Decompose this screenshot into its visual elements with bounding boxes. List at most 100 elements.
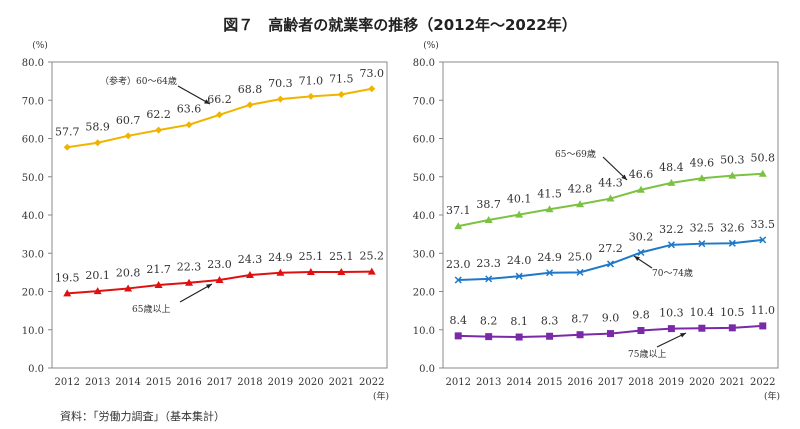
data-point xyxy=(759,322,767,330)
data-label: 32.2 xyxy=(659,223,684,236)
data-point xyxy=(276,95,284,103)
series-1: 57.7 58.9 60.7 62.2 63.6 66.2 68.8 70.3 71.0 71.5… xyxy=(55,67,384,151)
data-point xyxy=(306,267,315,275)
data-label: 70.3 xyxy=(268,77,293,90)
data-point xyxy=(606,260,615,268)
data-label: 57.7 xyxy=(55,125,80,138)
data-point xyxy=(368,85,376,93)
y-tick-label: 80.0 xyxy=(22,58,44,69)
series-name-label: （参考）60～64歳 xyxy=(100,75,177,87)
data-label: 10.4 xyxy=(690,306,715,319)
y-tick-label: 10.0 xyxy=(413,326,435,337)
data-point xyxy=(576,200,585,208)
data-label: 50.8 xyxy=(751,152,776,165)
x-tick-label: 2016 xyxy=(176,377,201,388)
data-label: 25.0 xyxy=(568,250,593,263)
x-tick-label: 2020 xyxy=(689,377,714,388)
series-name-label: 65歳以上 xyxy=(132,303,170,315)
data-point xyxy=(307,92,315,100)
data-label: 32.5 xyxy=(690,222,715,235)
data-label: 24.3 xyxy=(238,253,263,266)
y-tick-label: 40.0 xyxy=(22,211,44,222)
data-point xyxy=(515,272,523,280)
arrow xyxy=(177,85,211,105)
data-point xyxy=(185,278,194,286)
arrow-head-icon xyxy=(621,174,627,180)
x-tick-label: 2022 xyxy=(359,377,384,388)
data-label: 9.0 xyxy=(602,312,620,325)
data-label: 46.6 xyxy=(629,168,654,181)
data-label: 19.5 xyxy=(55,271,80,284)
data-label: 24.9 xyxy=(537,251,562,264)
data-point xyxy=(185,121,193,129)
data-point xyxy=(367,267,376,275)
figure-title: 図７ 高齢者の就業率の推移（2012年～2022年） xyxy=(223,16,577,34)
data-label: 8.4 xyxy=(449,314,467,327)
data-label: 10.3 xyxy=(659,307,684,320)
x-tick-label: 2013 xyxy=(476,377,501,388)
data-point xyxy=(607,330,614,338)
data-point xyxy=(337,267,346,275)
chart-panel-1: 0.0 10.0 20.0 30.0 40.0 50.0 60.0 70.0 80.0 (%) 20… xyxy=(22,40,389,402)
series-name-label: 70～74歳 xyxy=(652,267,693,279)
data-label: 24.9 xyxy=(268,251,293,264)
data-label: 30.2 xyxy=(629,230,654,243)
data-label: 24.0 xyxy=(507,254,532,267)
source-note: 資料：「労働力調査」（基本集計） xyxy=(60,410,225,423)
data-label: 58.9 xyxy=(85,121,110,134)
data-point xyxy=(637,327,645,335)
data-point xyxy=(485,333,493,341)
data-point xyxy=(337,91,345,99)
data-label: 73.0 xyxy=(360,67,385,80)
y-unit-label: (%) xyxy=(423,40,439,51)
data-point xyxy=(515,333,523,341)
x-tick-label: 2015 xyxy=(146,377,171,388)
y-tick-label: 30.0 xyxy=(413,249,435,260)
data-point xyxy=(215,276,224,284)
data-point xyxy=(63,143,71,151)
y-unit-label: (%) xyxy=(32,40,48,51)
data-point xyxy=(546,269,554,277)
x-tick-label: 2021 xyxy=(329,377,354,388)
data-point xyxy=(154,280,163,288)
data-label: 68.8 xyxy=(238,83,263,96)
data-label: 38.7 xyxy=(476,198,501,211)
data-point xyxy=(728,239,736,247)
data-label: 25.1 xyxy=(299,250,324,263)
data-point xyxy=(124,132,132,140)
data-point xyxy=(454,222,463,230)
y-tick-label: 70.0 xyxy=(22,96,44,107)
y-tick-label: 60.0 xyxy=(413,135,435,146)
data-point xyxy=(698,240,706,248)
y-tick-label: 50.0 xyxy=(22,173,44,184)
x-tick-label: 2013 xyxy=(85,377,110,388)
data-point xyxy=(155,126,163,134)
data-point xyxy=(124,284,133,292)
y-tick-label: 40.0 xyxy=(413,211,435,222)
chart-panel-2: 0.0 10.0 20.0 30.0 40.0 50.0 60.0 70.0 80.0 (%) 20… xyxy=(413,40,780,402)
data-label: 60.7 xyxy=(116,114,141,127)
y-tick-label: 20.0 xyxy=(413,288,435,299)
data-label: 21.7 xyxy=(146,263,171,276)
x-tick-label: 2015 xyxy=(537,377,562,388)
x-tick-label: 2020 xyxy=(298,377,323,388)
data-point xyxy=(728,324,736,332)
x-tick-label: 2017 xyxy=(207,377,232,388)
x-tick-label: 2022 xyxy=(750,377,775,388)
data-point xyxy=(246,101,254,109)
data-label: 23.3 xyxy=(476,257,501,270)
data-point xyxy=(576,268,584,276)
data-point xyxy=(759,236,767,244)
data-point xyxy=(94,139,102,147)
x-tick-label: 2018 xyxy=(628,377,653,388)
arrow-head-icon xyxy=(634,256,640,262)
data-label: 20.8 xyxy=(116,266,141,279)
data-label: 8.7 xyxy=(571,313,589,326)
data-label: 23.0 xyxy=(446,258,471,271)
x-tick-label: 2012 xyxy=(55,377,80,388)
data-label: 71.5 xyxy=(329,73,354,86)
data-label: 48.4 xyxy=(659,161,684,174)
data-label: 9.8 xyxy=(632,309,650,322)
y-tick-label: 60.0 xyxy=(22,135,44,146)
